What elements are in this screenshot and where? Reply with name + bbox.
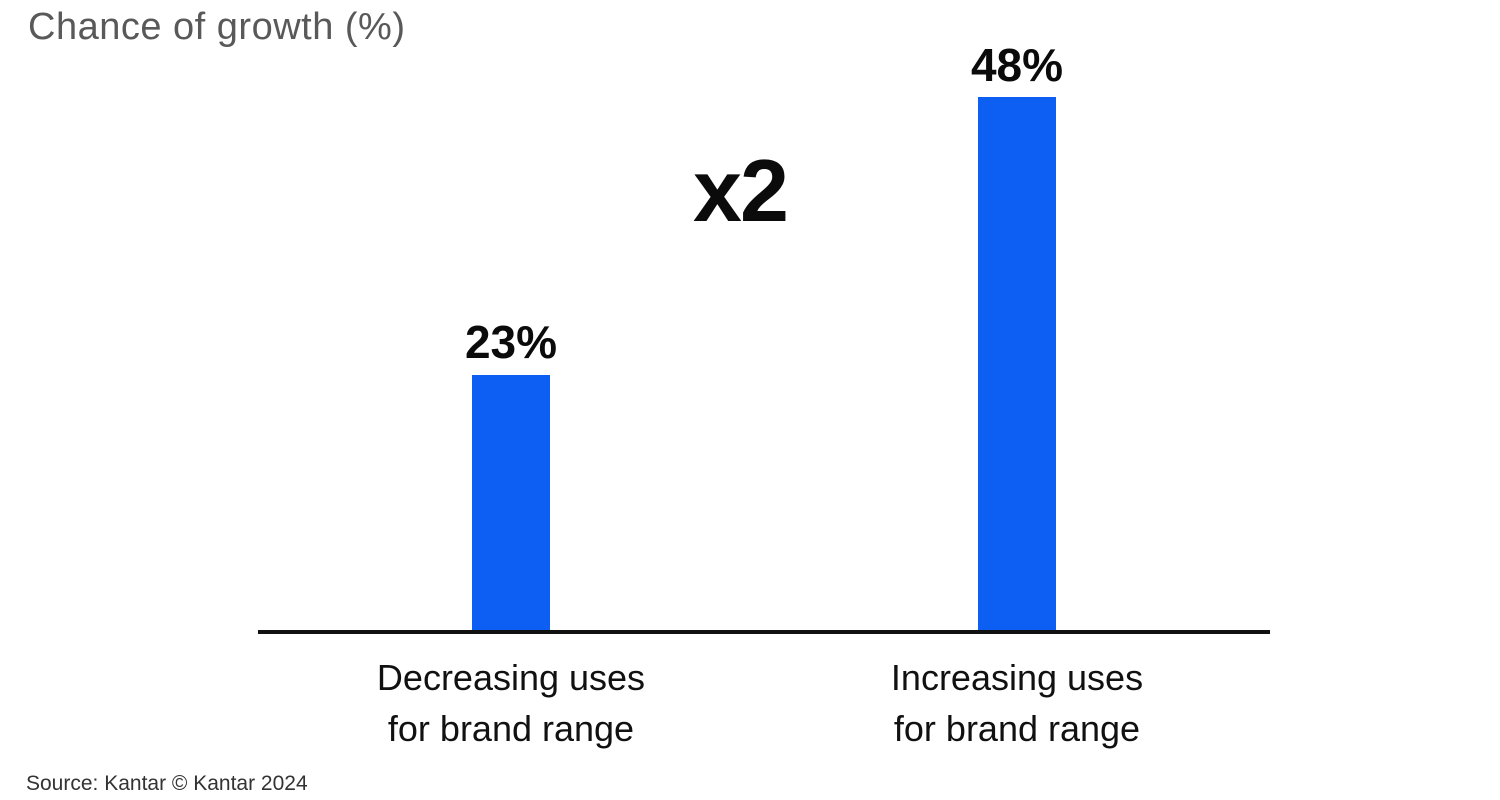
chart-title: Chance of growth (%) — [28, 6, 406, 48]
bar-decreasing-uses — [472, 375, 550, 630]
x-axis-baseline — [258, 630, 1270, 634]
category-label-increasing: Increasing uses for brand range — [890, 657, 1144, 750]
bar-value-label-increasing: 48% — [970, 39, 1064, 91]
bar-increasing-uses — [978, 97, 1056, 630]
bar-value-label-decreasing: 23% — [464, 316, 558, 368]
category-label-decreasing: Decreasing uses for brand range — [376, 657, 646, 750]
source-attribution: Source: Kantar © Kantar 2024 — [26, 772, 308, 795]
multiplier-annotation: x2 — [693, 141, 789, 240]
